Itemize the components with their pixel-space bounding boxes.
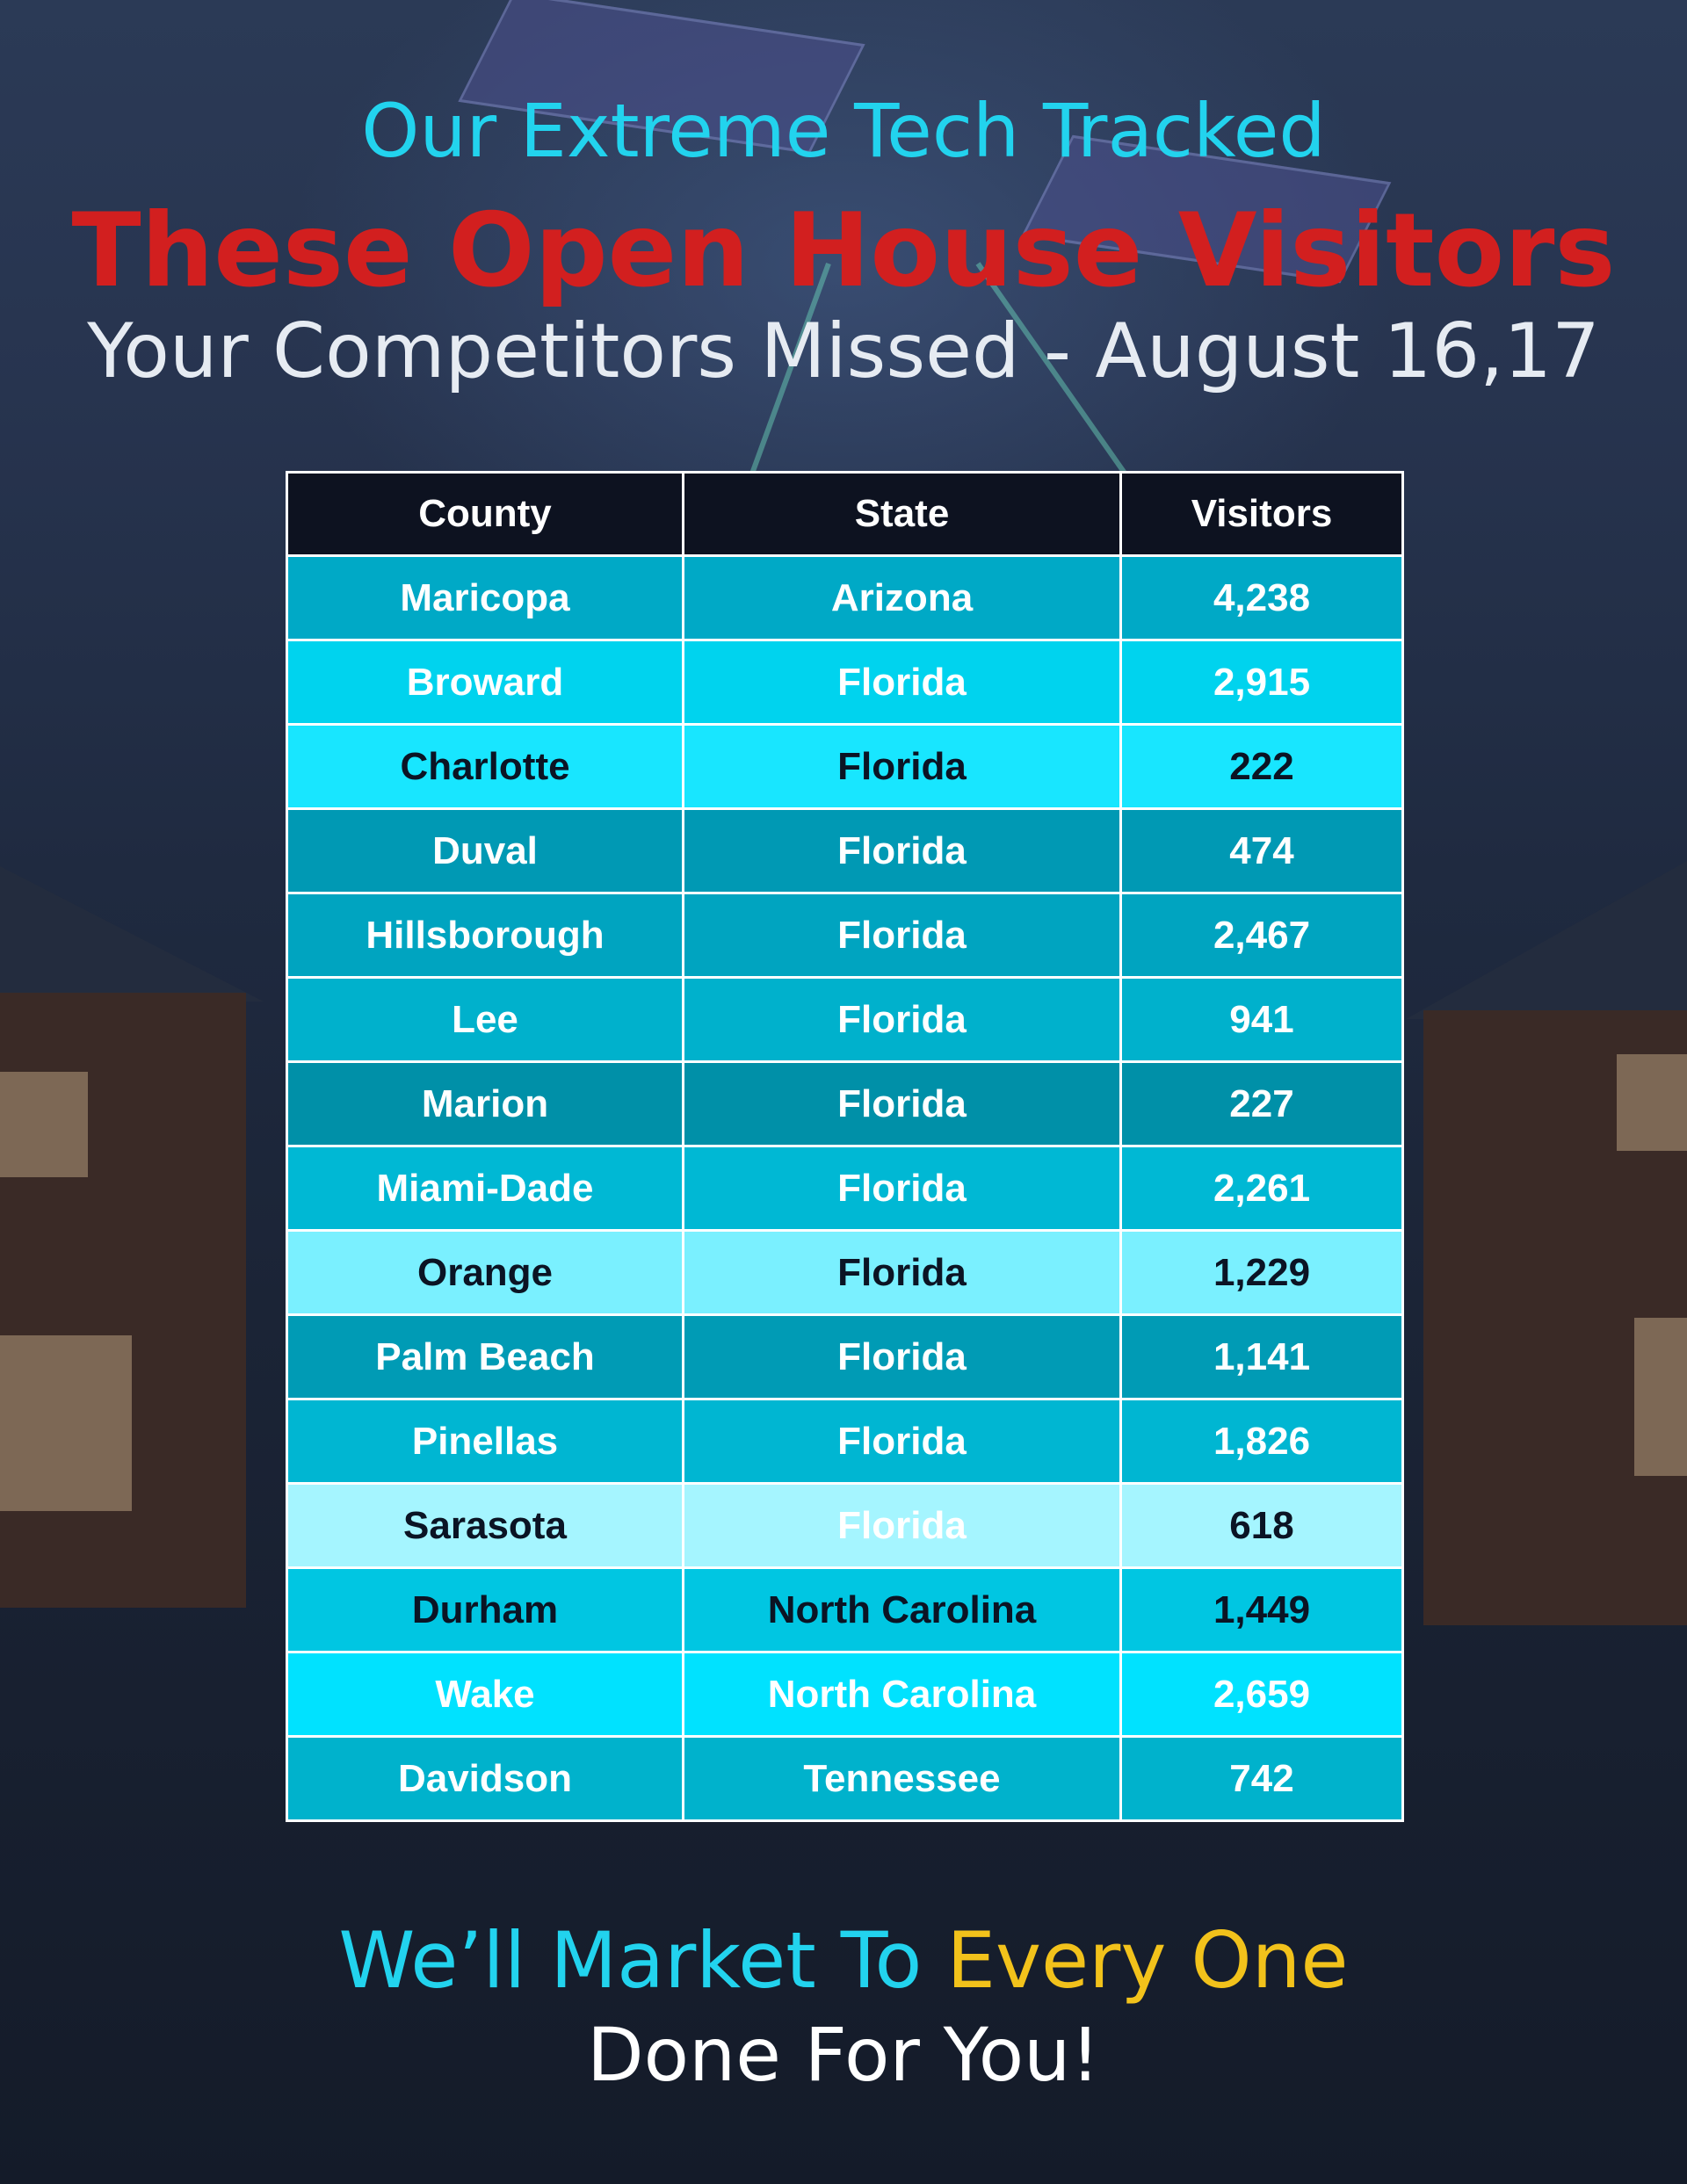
house-roof [0,866,264,1002]
table-row: Pinellas Florida 1,826 [286,1398,1404,1485]
county-cell: Maricopa [286,554,684,641]
state-cell: Florida [682,1145,1122,1232]
table-row: Duval Florida 474 [286,807,1404,894]
visitors-cell: 618 [1119,1482,1404,1569]
visitors-cell: 2,915 [1119,639,1404,726]
column-header-county: County [286,471,684,557]
state-cell: Florida [682,1398,1122,1485]
table-header-row: County State Visitors [286,471,1404,557]
visitors-cell: 474 [1119,807,1404,894]
county-cell: Sarasota [286,1482,684,1569]
visitors-cell: 2,261 [1119,1145,1404,1232]
table-row: Durham North Carolina 1,449 [286,1566,1404,1653]
house-window [0,1072,88,1177]
house-roof [1406,861,1687,1019]
state-cell: North Carolina [682,1566,1122,1653]
visitors-cell: 4,238 [1119,554,1404,641]
table-row: Palm Beach Florida 1,141 [286,1313,1404,1400]
headline-line-2: These Open House Visitors [71,192,1616,310]
state-cell: Tennessee [682,1735,1122,1822]
table-row: Charlotte Florida 222 [286,723,1404,810]
table-row: Sarasota Florida 618 [286,1482,1404,1569]
visitors-cell: 1,826 [1119,1398,1404,1485]
house-window [1617,1054,1687,1151]
visitors-cell: 941 [1119,976,1404,1063]
visitors-cell: 2,659 [1119,1651,1404,1738]
table-row: Lee Florida 941 [286,976,1404,1063]
county-cell: Marion [286,1060,684,1147]
table-row: Davidson Tennessee 742 [286,1735,1404,1822]
county-cell: Lee [286,976,684,1063]
county-cell: Wake [286,1651,684,1738]
visitors-cell: 1,141 [1119,1313,1404,1400]
state-cell: Florida [682,1229,1122,1316]
county-cell: Orange [286,1229,684,1316]
visitors-cell: 222 [1119,723,1404,810]
table-row: Wake North Carolina 2,659 [286,1651,1404,1738]
state-cell: Florida [682,807,1122,894]
table-row: Orange Florida 1,229 [286,1229,1404,1316]
county-cell: Duval [286,807,684,894]
county-cell: Miami-Dade [286,1145,684,1232]
county-cell: Davidson [286,1735,684,1822]
table-row: Hillsborough Florida 2,467 [286,892,1404,979]
visitors-cell: 742 [1119,1735,1404,1822]
visitors-cell: 227 [1119,1060,1404,1147]
county-cell: Hillsborough [286,892,684,979]
visitors-cell: 1,449 [1119,1566,1404,1653]
state-cell: Florida [682,1482,1122,1569]
house-window [1634,1318,1687,1476]
state-cell: Florida [682,1313,1122,1400]
footer-cyan-text: We’ll Market To [338,1915,947,2006]
county-cell: Broward [286,639,684,726]
state-cell: Florida [682,1060,1122,1147]
county-cell: Durham [286,1566,684,1653]
headline-line-3: Your Competitors Missed - August 16,17 [87,307,1600,395]
visitors-cell: 1,229 [1119,1229,1404,1316]
table-row: Marion Florida 227 [286,1060,1404,1147]
county-cell: Palm Beach [286,1313,684,1400]
column-header-visitors: Visitors [1119,471,1404,557]
county-cell: Charlotte [286,723,684,810]
state-cell: Florida [682,723,1122,810]
house-window [0,1335,132,1511]
state-cell: Arizona [682,554,1122,641]
state-cell: North Carolina [682,1651,1122,1738]
county-cell: Pinellas [286,1398,684,1485]
state-cell: Florida [682,892,1122,979]
table-row: Miami-Dade Florida 2,261 [286,1145,1404,1232]
visitors-cell: 2,467 [1119,892,1404,979]
table-row: Broward Florida 2,915 [286,639,1404,726]
footer-line-2: Done For You! [586,2012,1101,2098]
column-header-state: State [682,471,1122,557]
state-cell: Florida [682,976,1122,1063]
table-row: Maricopa Arizona 4,238 [286,554,1404,641]
footer-yellow-text: Every One [946,1915,1349,2006]
visitors-table: County State Visitors Maricopa Arizona 4,2… [286,471,1404,1822]
headline-line-1: Our Extreme Tech Tracked [361,88,1326,174]
state-cell: Florida [682,639,1122,726]
footer-line-1: We’ll Market To Every One [0,1915,1687,2006]
